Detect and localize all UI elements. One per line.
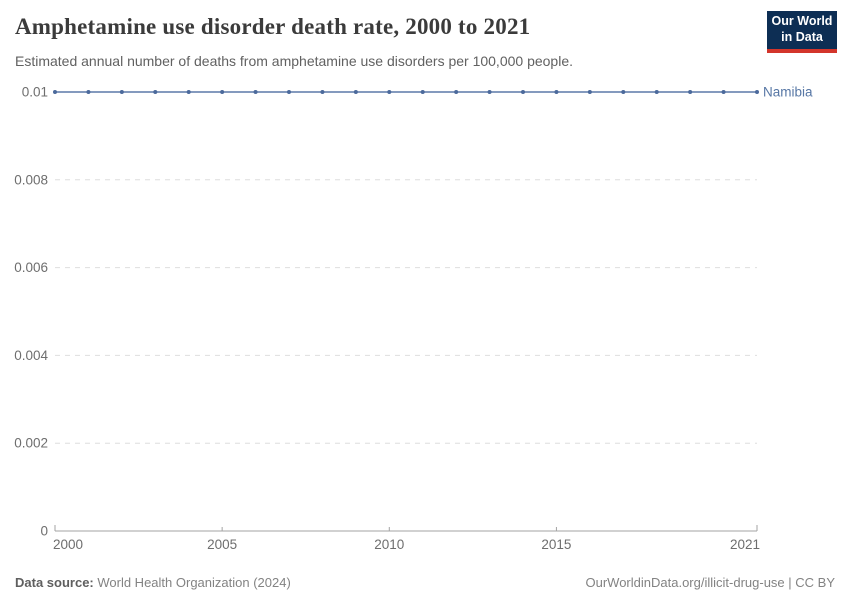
data-point[interactable] bbox=[153, 90, 158, 94]
data-point[interactable] bbox=[487, 90, 492, 94]
x-axis-tick-label: 2005 bbox=[207, 537, 237, 552]
data-point[interactable] bbox=[554, 90, 559, 94]
data-point[interactable] bbox=[220, 90, 225, 94]
data-source: Data source: World Health Organization (… bbox=[15, 575, 291, 590]
y-axis-tick-label: 0.008 bbox=[14, 172, 48, 187]
x-axis-tick-label: 2010 bbox=[374, 537, 404, 552]
data-point[interactable] bbox=[420, 90, 425, 94]
data-point[interactable] bbox=[53, 90, 57, 94]
owid-logo[interactable]: Our World in Data bbox=[767, 11, 837, 53]
y-axis-tick-label: 0 bbox=[40, 524, 48, 539]
x-axis-tick-label: 2021 bbox=[730, 537, 760, 552]
y-axis-tick-label: 0.002 bbox=[14, 436, 48, 451]
credit-link[interactable]: OurWorldinData.org/illicit-drug-use | CC… bbox=[585, 575, 836, 590]
data-source-text: World Health Organization (2024) bbox=[93, 575, 291, 590]
entity-label[interactable]: Namibia bbox=[763, 85, 813, 100]
page-title: Amphetamine use disorder death rate, 200… bbox=[15, 14, 531, 39]
chart-footer: Data source: World Health Organization (… bbox=[15, 575, 835, 590]
data-point[interactable] bbox=[755, 90, 759, 94]
data-point[interactable] bbox=[320, 90, 325, 94]
y-axis-tick-label: 0.01 bbox=[22, 85, 48, 100]
y-axis-tick-label: 0.004 bbox=[14, 348, 48, 363]
data-point[interactable] bbox=[353, 90, 358, 94]
owid-logo-line1: Our World bbox=[771, 14, 833, 29]
data-point[interactable] bbox=[287, 90, 291, 94]
data-point[interactable] bbox=[119, 90, 124, 94]
data-source-label: Data source: bbox=[15, 575, 94, 590]
data-point[interactable] bbox=[721, 90, 726, 94]
data-point[interactable] bbox=[86, 90, 91, 94]
data-point[interactable] bbox=[387, 90, 392, 94]
data-point[interactable] bbox=[621, 90, 626, 94]
y-axis-tick-label: 0.006 bbox=[14, 260, 48, 275]
owid-logo-line2: in Data bbox=[781, 30, 823, 44]
data-point[interactable] bbox=[654, 90, 659, 94]
x-axis-tick-label: 2015 bbox=[541, 537, 571, 552]
data-point[interactable] bbox=[688, 90, 693, 94]
chart-subtitle: Estimated annual number of deaths from a… bbox=[15, 53, 574, 69]
data-point[interactable] bbox=[521, 90, 525, 94]
data-point[interactable] bbox=[186, 90, 191, 94]
data-point[interactable] bbox=[587, 90, 592, 94]
data-point[interactable] bbox=[253, 90, 258, 94]
x-axis-tick-label: 2000 bbox=[53, 537, 83, 552]
data-point[interactable] bbox=[454, 90, 459, 94]
